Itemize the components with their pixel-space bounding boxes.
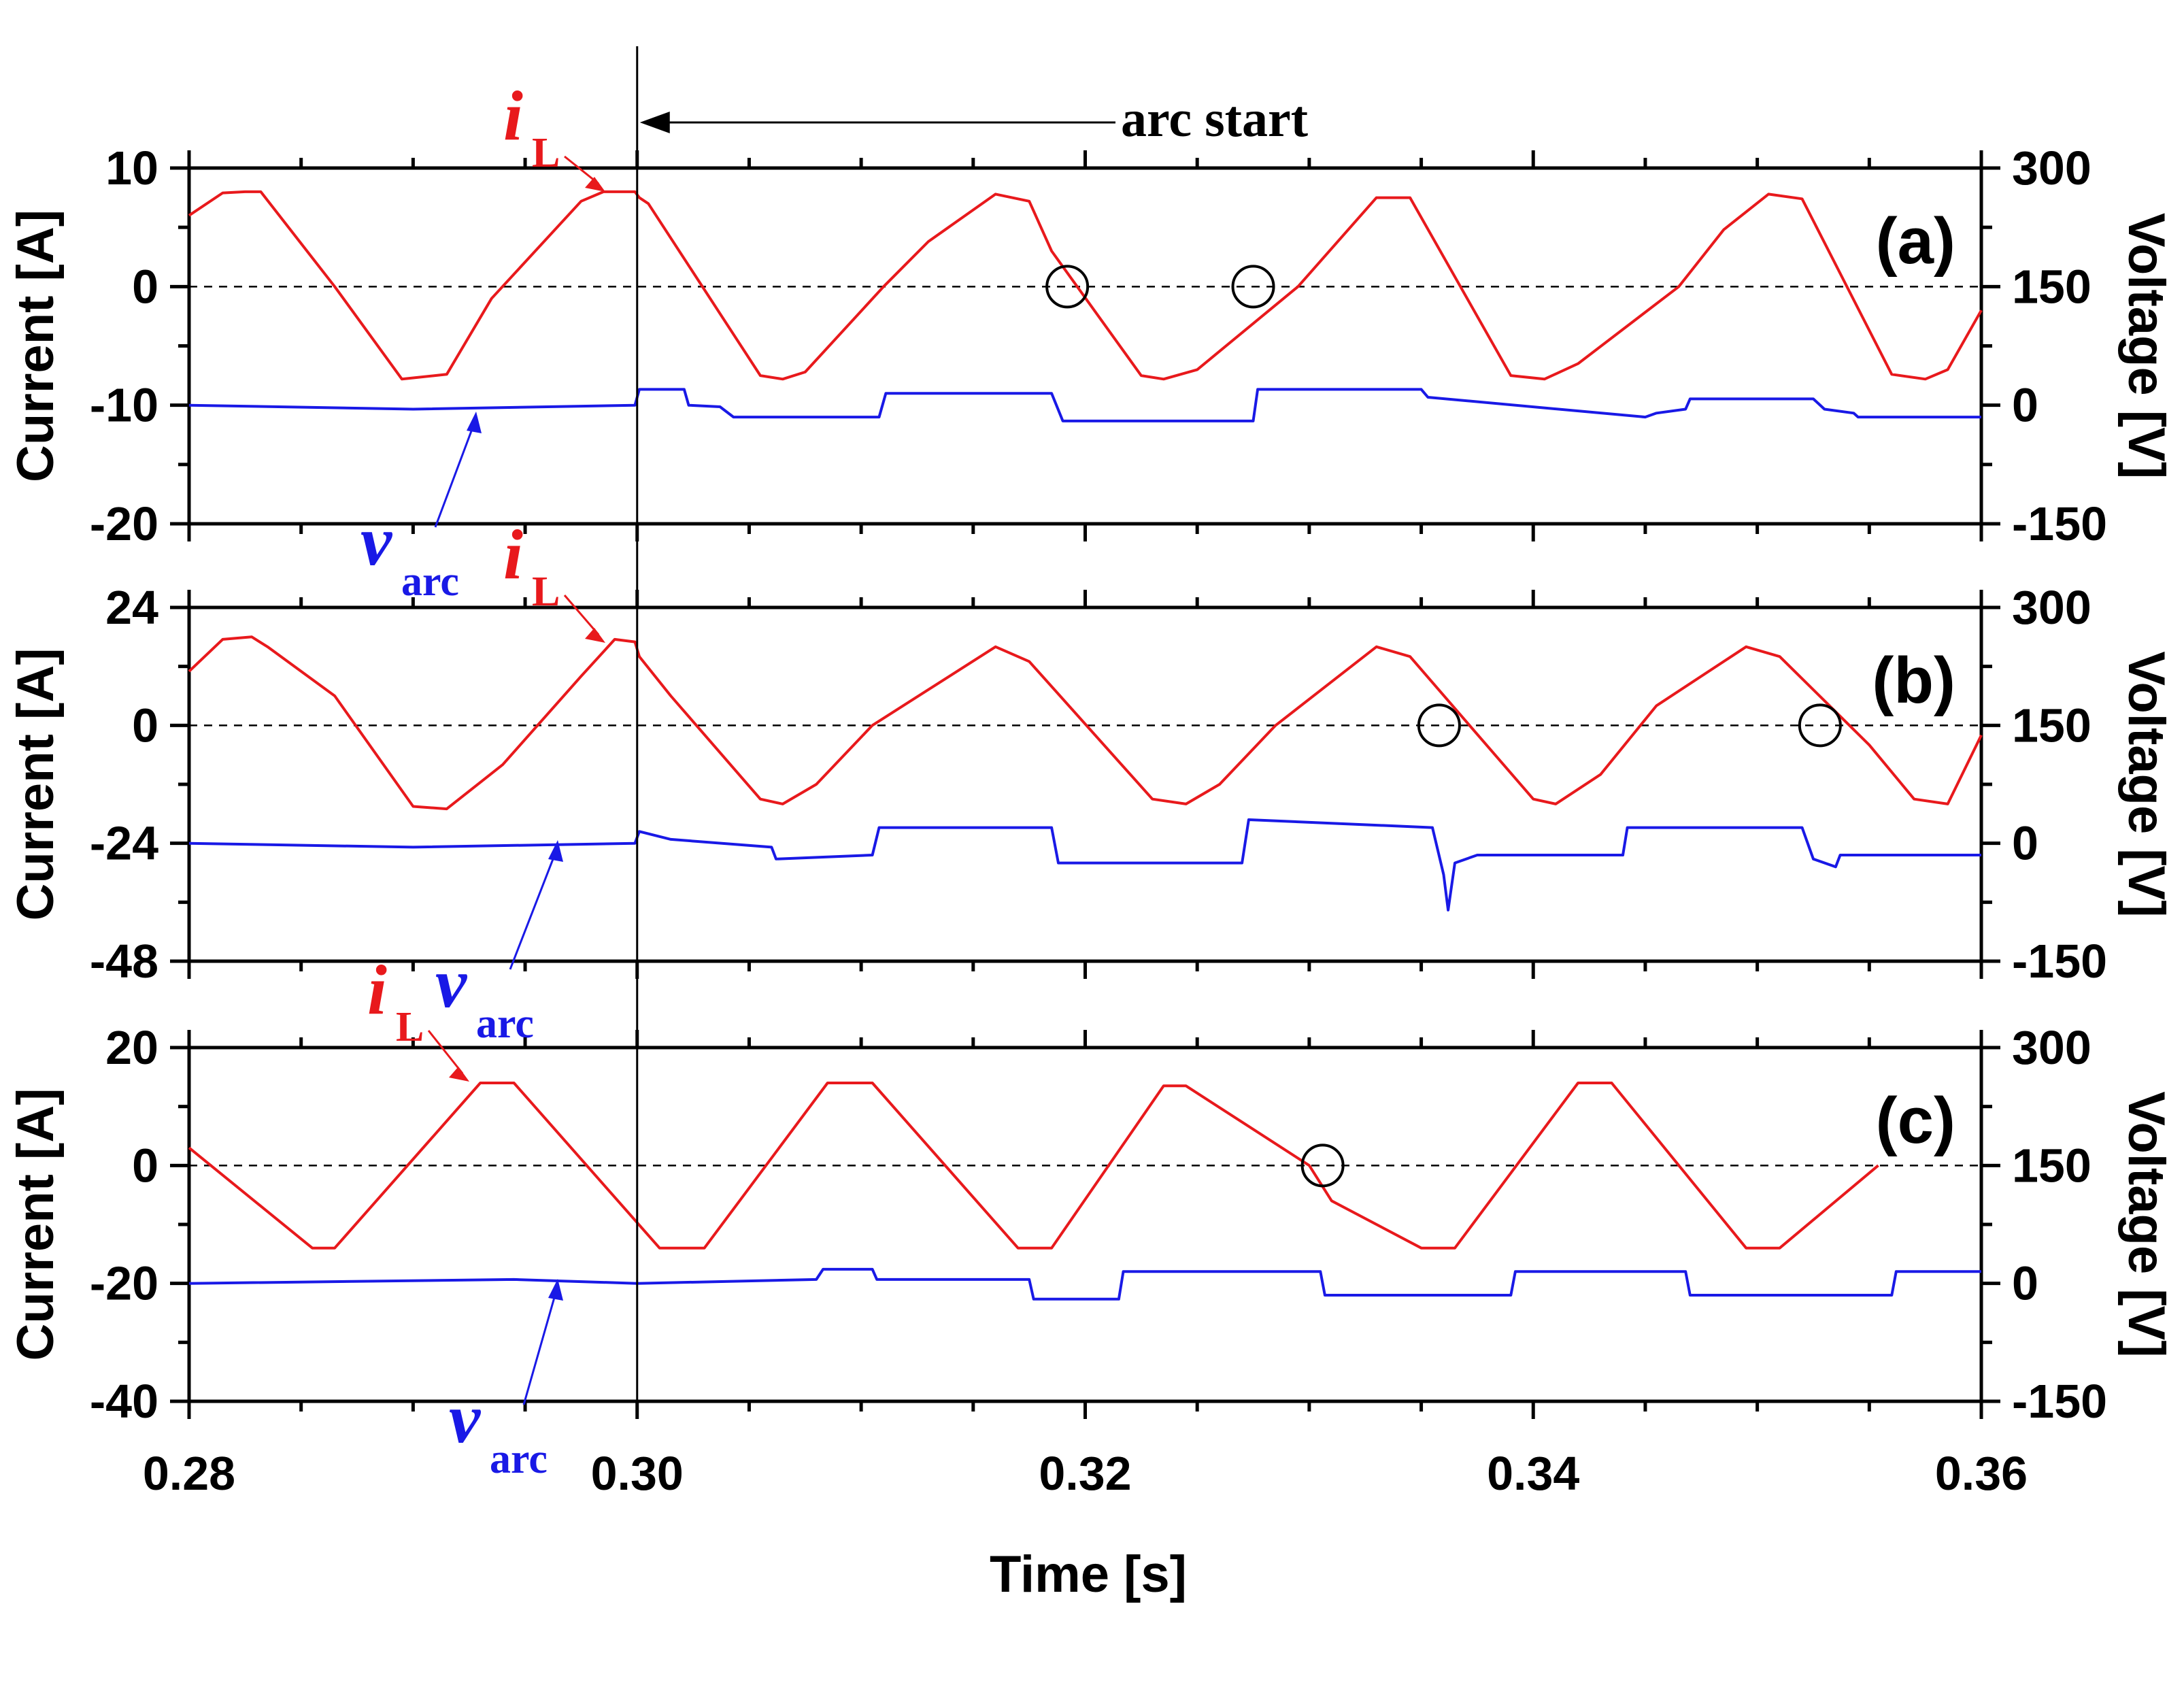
zero-crossing-circle <box>1417 703 1461 748</box>
zero-crossing-circle <box>1300 1143 1345 1188</box>
right-tick-label: 150 <box>2012 1139 2091 1192</box>
right-tick-label: 150 <box>2012 699 2091 752</box>
right-axis-title: Voltage [V] <box>2117 1091 2175 1357</box>
varc-symbol: v <box>360 502 393 580</box>
x-axis-title: Time [s] <box>990 1546 1187 1603</box>
varc-pointer-line <box>509 846 559 970</box>
varc-pointer-line <box>522 1285 559 1405</box>
left-tick-label: -20 <box>90 497 158 550</box>
varc-symbol: v <box>449 1380 482 1458</box>
x-tick-label: 0.30 <box>591 1447 684 1500</box>
left-axis-title: Current [A] <box>7 210 65 482</box>
series-line-varc <box>188 1267 1981 1301</box>
il-symbol: i <box>503 77 523 155</box>
right-tick-label: 150 <box>2012 260 2091 313</box>
panels: 10 0 -10 -20 300 150 0 -150 Current [A] Voltage [… <box>7 77 2175 1500</box>
left-tick-label: 0 <box>132 1139 158 1192</box>
left-axis-title: Current [A] <box>7 648 65 920</box>
varc-pointer-line <box>434 418 477 528</box>
il-pointer-arrowhead <box>585 628 605 643</box>
right-tick-label: 300 <box>2012 141 2091 195</box>
arc-start-label: arc start <box>1121 90 1308 148</box>
panel-label: (c) <box>1876 1084 1955 1157</box>
il-pointer-line <box>563 595 600 635</box>
varc-pointer-arrowhead <box>548 1279 563 1301</box>
left-tick-label: -20 <box>90 1257 158 1310</box>
x-tick-label: 0.36 <box>1935 1447 2028 1500</box>
varc-symbol: v <box>435 944 468 1022</box>
right-axis-title: Voltage [V] <box>2117 213 2175 479</box>
varc-pointer-arrowhead <box>467 412 482 433</box>
series-line-iL <box>188 635 1983 811</box>
left-tick-label: -24 <box>90 817 158 870</box>
arc-start-annotation: arc start <box>636 46 1308 1401</box>
il-symbol: i <box>503 516 523 594</box>
right-tick-label: -150 <box>2012 1375 2107 1428</box>
right-tick-label: -150 <box>2012 497 2107 550</box>
right-tick-label: 0 <box>2012 817 2038 870</box>
zero-crossing-circle <box>1045 265 1090 309</box>
right-tick-label: 300 <box>2012 581 2091 634</box>
zero-crossing-circle <box>1231 265 1275 309</box>
left-tick-label: 10 <box>105 141 158 195</box>
x-tick-label: 0.28 <box>143 1447 235 1500</box>
panel-2: 20 0 -20 -40 300 150 0 -150 Current [A] Voltage [… <box>7 951 2175 1482</box>
varc-pointer-arrowhead <box>548 840 563 862</box>
series-line-varc <box>188 388 1981 422</box>
il-pointer-arrowhead <box>449 1067 469 1082</box>
left-tick-label: 24 <box>105 581 158 634</box>
right-tick-label: 0 <box>2012 1257 2038 1310</box>
il-pointer-line <box>427 1030 464 1074</box>
left-tick-label: 20 <box>105 1021 158 1074</box>
varc-subscript: arc <box>490 1436 548 1482</box>
left-tick-label: -40 <box>90 1375 158 1428</box>
panel-1: 24 0 -24 -48 300 150 0 -150 Current [A] Voltage [… <box>7 516 2175 1047</box>
right-tick-label: -150 <box>2012 935 2107 988</box>
panel-label: (b) <box>1872 644 1955 717</box>
series-line-varc <box>188 818 1981 912</box>
il-pointer-arrowhead <box>585 177 605 192</box>
il-subscript: L <box>532 130 560 176</box>
right-tick-label: 300 <box>2012 1021 2091 1074</box>
left-tick-label: -48 <box>90 935 158 988</box>
left-tick-label: 0 <box>132 260 158 313</box>
x-tick-label: 0.32 <box>1039 1447 1131 1500</box>
x-tick-label: 0.34 <box>1487 1447 1579 1500</box>
left-tick-label: 0 <box>132 699 158 752</box>
panel-0: 10 0 -10 -20 300 150 0 -150 Current [A] Voltage [… <box>7 77 2175 605</box>
series-line-iL <box>188 190 1983 381</box>
arc-start-arrowhead <box>639 112 670 133</box>
right-tick-label: 0 <box>2012 379 2038 432</box>
left-tick-label: -10 <box>90 379 158 432</box>
il-subscript: L <box>532 569 560 615</box>
series-line-iL <box>188 1082 1879 1250</box>
left-axis-title: Current [A] <box>7 1088 65 1360</box>
right-axis-title: Voltage [V] <box>2117 651 2175 917</box>
varc-subscript: arc <box>401 558 459 605</box>
il-subscript: L <box>396 1004 424 1050</box>
panel-label: (a) <box>1876 205 1955 278</box>
zero-crossing-circle <box>1798 703 1842 748</box>
il-symbol: i <box>367 951 387 1029</box>
